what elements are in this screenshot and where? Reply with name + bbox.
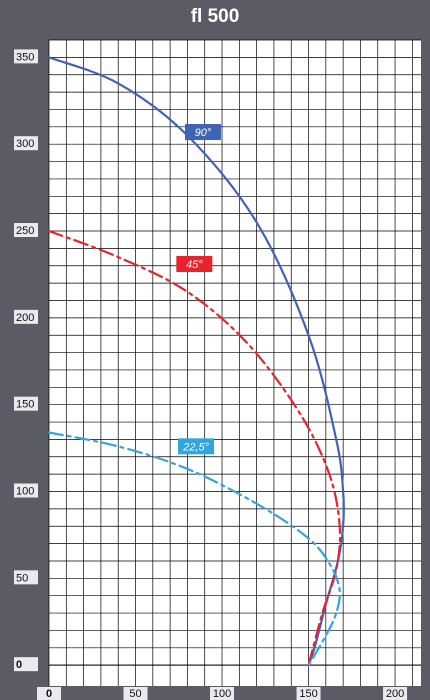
y-tick-bg (14, 570, 38, 585)
y-tick-label: 150 (16, 399, 34, 411)
series-label-box (184, 124, 221, 141)
y-tick-bg (14, 396, 38, 411)
y-tick-label: 300 (16, 138, 34, 150)
chart-title: fl 500 (190, 6, 240, 27)
y-tick-label: 50 (16, 572, 28, 584)
y-tick-bg (14, 309, 38, 324)
series-label-text: 90° (195, 127, 212, 139)
tick-labels: 0 50 100 150 200 250 300 350 0 50 100 150 200 (14, 49, 408, 700)
y-tick-bg (14, 136, 38, 151)
y-tick-label: 200 (16, 312, 34, 324)
y-tick-bg (14, 223, 38, 238)
series-label-text: 22,5° (182, 441, 209, 453)
x-tick-bg (37, 687, 61, 700)
series-line-1 (47, 229, 342, 667)
x-tick-label: 200 (386, 688, 404, 700)
y-tick-label: 250 (16, 225, 34, 237)
y-tick-bg (14, 483, 38, 498)
y-tick-label: 0 (16, 659, 22, 671)
x-tick-bg (210, 687, 235, 700)
series-labels: 90° 45° 22,5° (176, 124, 221, 455)
y-tick-label: 350 (16, 51, 34, 63)
y-tick-bg (14, 49, 38, 64)
series-label-text: 45° (186, 259, 203, 271)
x-tick-bg (296, 687, 321, 700)
series-label-1: 45° (176, 256, 213, 273)
x-tick-label: 100 (213, 688, 231, 700)
series-line-2 (47, 431, 341, 667)
y-tick-label: 100 (16, 486, 34, 498)
x-tick-label: 0 (46, 688, 52, 700)
plot-area (49, 40, 421, 686)
series-lines (47, 56, 345, 667)
y-tick-bg (14, 657, 38, 672)
series-label-2: 22,5° (178, 438, 215, 455)
x-tick-bg (383, 687, 408, 700)
series-label-box (176, 256, 213, 273)
x-tick-label: 150 (299, 688, 317, 700)
grid (48, 39, 421, 686)
series-label-box (178, 438, 215, 455)
x-tick-label: 50 (129, 688, 141, 700)
x-tick-bg (123, 687, 148, 700)
series-label-0: 90° (184, 124, 221, 141)
